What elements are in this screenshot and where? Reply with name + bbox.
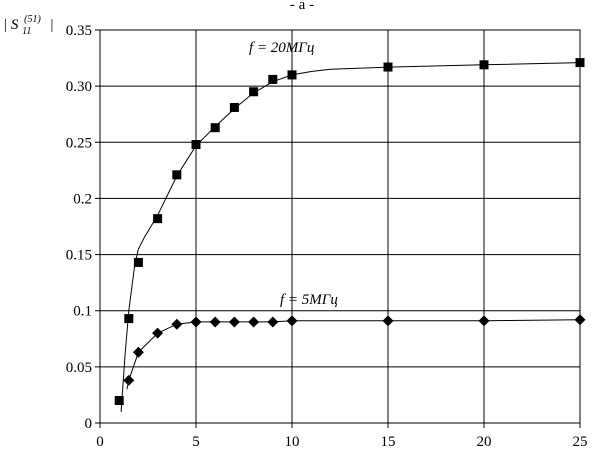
y-tick-label: 0.30: [66, 79, 92, 95]
diamond-marker: [574, 314, 586, 326]
y-axis-label-bar-left: |: [3, 17, 7, 33]
y-axis-label: | S 11 (51) |: [3, 10, 54, 38]
series-label-20mhz: f = 20МГц: [249, 40, 314, 56]
axes: [95, 29, 581, 428]
square-marker: [229, 102, 239, 112]
x-tick-label: 15: [381, 434, 396, 450]
square-marker: [287, 70, 297, 80]
y-tick-label: 0.15: [66, 248, 92, 264]
diamond-marker: [228, 316, 240, 328]
tick-labels: 0 0.05 0.1 0.15 0.2 0.25 0.30 0.35 0 5 10 15 20 25: [66, 23, 588, 450]
x-tick-label: 25: [573, 434, 588, 450]
diamond-marker: [171, 318, 183, 330]
diamond-marker: [123, 374, 135, 386]
diamond-marker: [209, 316, 221, 328]
grid: [100, 29, 581, 423]
y-axis-label-sup: (51): [24, 14, 41, 25]
diamond-marker: [190, 316, 202, 328]
y-tick-label: 0.05: [66, 360, 92, 376]
square-marker: [249, 87, 259, 97]
series-line-0: [120, 62, 581, 412]
x-tick-label: 10: [285, 434, 300, 450]
diamond-marker: [132, 346, 144, 358]
y-axis-label-main: S: [11, 17, 19, 33]
square-marker: [383, 62, 393, 72]
y-axis-label-sub: 11: [22, 26, 31, 37]
square-marker: [124, 314, 134, 324]
plot-frame: [99, 29, 581, 424]
x-tick-label: 20: [477, 434, 492, 450]
series-label-5mhz: f = 5МГц: [280, 292, 338, 308]
diamond-marker: [286, 315, 298, 327]
x-tick-label: 0: [96, 434, 104, 450]
diamond-marker: [478, 315, 490, 327]
svg-text:| S 11 (51): | S 11 (51) |: [3, 10, 54, 38]
square-marker: [575, 58, 585, 68]
square-marker: [133, 257, 143, 267]
y-tick-label: 0.35: [66, 23, 92, 39]
square-marker: [114, 396, 124, 406]
square-marker: [210, 123, 220, 133]
square-marker: [172, 170, 182, 180]
y-tick-label: 0.25: [66, 135, 92, 151]
x-tick-label: 5: [192, 434, 200, 450]
diamond-marker: [248, 316, 260, 328]
chart-title: - a -: [290, 0, 314, 13]
y-tick-label: 0: [85, 416, 93, 432]
y-tick-label: 0.2: [73, 191, 92, 207]
square-marker: [268, 74, 278, 84]
square-marker: [479, 60, 489, 70]
y-tick-label: 0.1: [73, 304, 92, 320]
y-axis-label-bar-right: |: [50, 17, 54, 33]
diamond-marker: [382, 315, 394, 327]
series-line-1: [126, 319, 581, 390]
square-marker: [191, 140, 201, 150]
diamond-marker: [267, 316, 279, 328]
series-layer: [114, 58, 586, 412]
diamond-marker: [152, 327, 164, 339]
square-marker: [153, 214, 163, 224]
